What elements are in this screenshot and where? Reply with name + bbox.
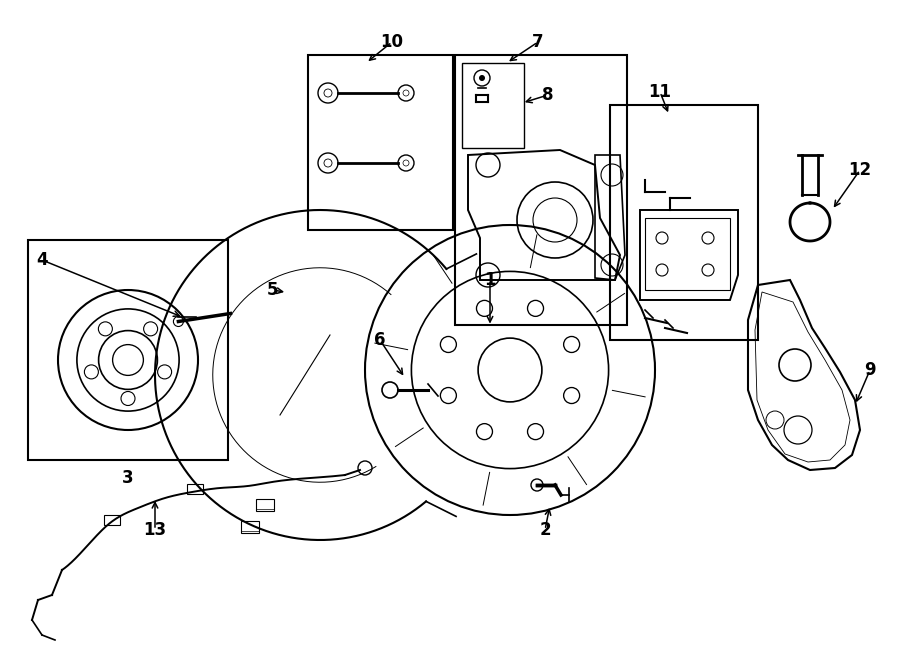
Bar: [256, 498, 274, 511]
Text: 9: 9: [864, 361, 876, 379]
Bar: [28, 240, 228, 460]
Text: 6: 6: [374, 331, 386, 349]
Bar: [308, 55, 453, 230]
Bar: [645, 218, 730, 290]
Bar: [455, 55, 627, 325]
Bar: [610, 105, 758, 340]
Text: 1: 1: [484, 271, 496, 289]
Circle shape: [98, 322, 112, 336]
Bar: [104, 515, 120, 525]
Circle shape: [121, 391, 135, 405]
Bar: [187, 484, 203, 494]
Text: 5: 5: [267, 281, 279, 299]
Text: 8: 8: [542, 86, 554, 104]
Text: 4: 4: [36, 251, 48, 269]
Text: 12: 12: [849, 161, 871, 179]
Bar: [241, 521, 259, 533]
Circle shape: [158, 365, 172, 379]
Text: 11: 11: [649, 83, 671, 101]
Text: 3: 3: [122, 469, 134, 487]
Text: 13: 13: [143, 521, 166, 539]
Circle shape: [85, 365, 98, 379]
Text: 2: 2: [539, 521, 551, 539]
Circle shape: [144, 322, 158, 336]
Bar: [462, 63, 524, 148]
Circle shape: [479, 75, 485, 81]
Text: 10: 10: [381, 33, 403, 51]
Text: 7: 7: [532, 33, 544, 51]
